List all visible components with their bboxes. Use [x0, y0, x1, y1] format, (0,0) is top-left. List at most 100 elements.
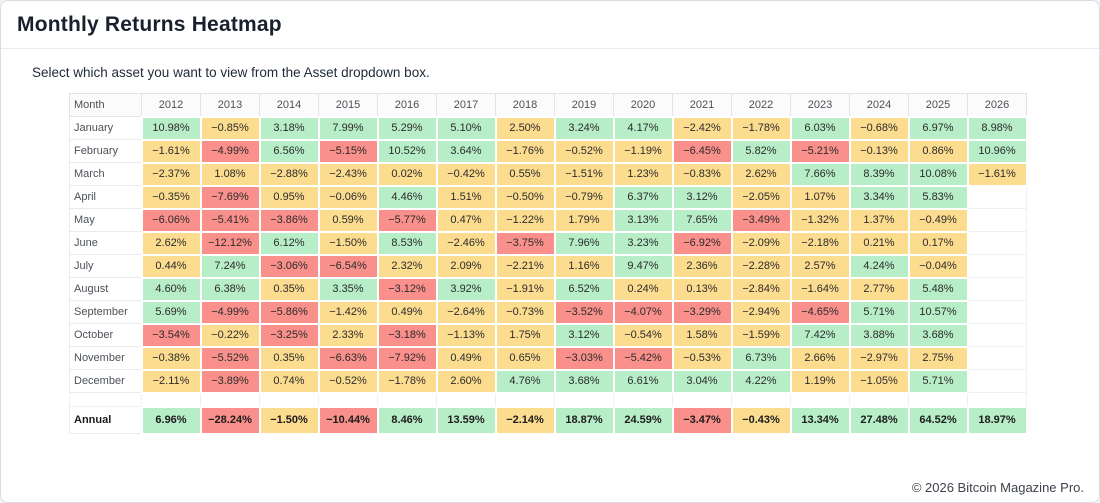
heatmap-cell: −1.22% [494, 207, 556, 233]
heatmap-cell: 3.68% [553, 368, 615, 394]
annual-cell: 6.96% [140, 405, 202, 435]
heatmap-cell: 6.38% [199, 276, 261, 302]
heatmap-cell: −6.54% [317, 253, 379, 279]
year-column-header: 2024 [849, 93, 909, 117]
annual-cell: −3.47% [671, 405, 733, 435]
heatmap-cell: −4.99% [199, 138, 261, 164]
heatmap-cell: −1.59% [730, 322, 792, 348]
monthly-returns-table: Month 2012 2013 2014 2015 2016 2017 2018 2019 202… [69, 93, 1028, 435]
heatmap-cell: −1.42% [317, 299, 379, 325]
heatmap-cell: −3.89% [199, 368, 261, 394]
heatmap-cell: 0.65% [494, 345, 556, 371]
heatmap-cell: −0.73% [494, 299, 556, 325]
heatmap-cell: 0.35% [258, 276, 320, 302]
heatmap-cell: 3.12% [671, 184, 733, 210]
heatmap-cell: 1.08% [199, 161, 261, 187]
heatmap-cell: −1.61% [140, 138, 202, 164]
spacer-cell [613, 392, 673, 407]
heatmap-cell: −0.13% [848, 138, 910, 164]
heatmap-cell: −3.75% [494, 230, 556, 256]
month-label: June [69, 231, 142, 255]
heatmap-cell: −2.94% [730, 299, 792, 325]
annual-cell: 8.46% [376, 405, 438, 435]
heatmap-cell: 6.03% [789, 115, 851, 141]
month-label: February [69, 139, 142, 163]
heatmap-cell: 0.59% [317, 207, 379, 233]
heatmap-cell: 4.76% [494, 368, 556, 394]
heatmap-cell: −2.11% [140, 368, 202, 394]
heatmap-cell: −1.78% [730, 115, 792, 141]
heatmap-cell: 7.65% [671, 207, 733, 233]
heatmap-cell: −1.91% [494, 276, 556, 302]
heatmap-cell: 7.99% [317, 115, 379, 141]
heatmap-cell: 8.98% [966, 115, 1028, 141]
heatmap-cell: −2.88% [258, 161, 320, 187]
heatmap-cell: −2.18% [789, 230, 851, 256]
heatmap-cell: 3.35% [317, 276, 379, 302]
year-column-header: 2025 [908, 93, 968, 117]
year-column-header: 2015 [318, 93, 378, 117]
heatmap-cell: −3.06% [258, 253, 320, 279]
heatmap-cell: 0.47% [435, 207, 497, 233]
heatmap-cell: 4.46% [376, 184, 438, 210]
heatmap-cell: 3.34% [848, 184, 910, 210]
spacer-cell [908, 392, 968, 407]
heatmap-cell: 1.19% [789, 368, 851, 394]
page-title: Monthly Returns Heatmap [17, 13, 282, 36]
heatmap-cell [967, 231, 1027, 255]
spacer-cell [672, 392, 732, 407]
heatmap-cell: −0.50% [494, 184, 556, 210]
heatmap-cell: −4.65% [789, 299, 851, 325]
heatmap-cell: 9.47% [612, 253, 674, 279]
heatmap-cell: 6.12% [258, 230, 320, 256]
spacer-cell [141, 392, 201, 407]
spacer-row [69, 392, 1027, 407]
heatmap-cell: 6.56% [258, 138, 320, 164]
heatmap-cell: 3.12% [553, 322, 615, 348]
heatmap-cell: −5.86% [258, 299, 320, 325]
month-row: June 2.62% −12.12% 6.12% −1.50% 8.53% −2.46% −3… [69, 230, 1027, 256]
heatmap-cell: 0.13% [671, 276, 733, 302]
heatmap-cell: −1.78% [376, 368, 438, 394]
month-label: September [69, 300, 142, 324]
heatmap-cell [967, 346, 1027, 370]
heatmap-cell: 6.52% [553, 276, 615, 302]
heatmap-cell: 2.75% [907, 345, 969, 371]
heatmap-cell: −5.77% [376, 207, 438, 233]
table-body: January 10.98% −0.85% 3.18% 7.99% 5.29% 5.10% 2… [69, 115, 1028, 435]
annual-cell: −2.14% [494, 405, 556, 435]
heatmap-cell: 5.83% [907, 184, 969, 210]
heatmap-cell: −7.69% [199, 184, 261, 210]
heatmap-cell: −0.22% [199, 322, 261, 348]
heatmap-cell: −1.32% [789, 207, 851, 233]
heatmap-cell: 7.96% [553, 230, 615, 256]
heatmap-cell: 0.49% [435, 345, 497, 371]
month-row: January 10.98% −0.85% 3.18% 7.99% 5.29% 5.10% 2… [69, 115, 1028, 141]
heatmap-cell: 8.39% [848, 161, 910, 187]
heatmap-cell: −2.46% [435, 230, 497, 256]
annual-cell: 64.52% [907, 405, 969, 435]
heatmap-cell: −1.19% [612, 138, 674, 164]
heatmap-cell: −1.13% [435, 322, 497, 348]
spacer-cell [554, 392, 614, 407]
heatmap-cell: 4.24% [848, 253, 910, 279]
spacer-cell [495, 392, 555, 407]
heatmap-cell: 5.48% [907, 276, 969, 302]
heatmap-cell: 0.95% [258, 184, 320, 210]
heatmap-cell: 0.21% [848, 230, 910, 256]
year-column-header: 2012 [141, 93, 201, 117]
heatmap-cell: −6.45% [671, 138, 733, 164]
heatmap-cell [967, 254, 1027, 278]
heatmap-cell: −5.21% [789, 138, 851, 164]
year-column-header: 2021 [672, 93, 732, 117]
heatmap-cell: −2.43% [317, 161, 379, 187]
heatmap-cell: 1.16% [553, 253, 615, 279]
heatmap-cell: 6.37% [612, 184, 674, 210]
annual-cell: 13.34% [789, 405, 851, 435]
heatmap-cell: 2.77% [848, 276, 910, 302]
heatmap-cell: −5.15% [317, 138, 379, 164]
heatmap-cell: 7.42% [789, 322, 851, 348]
annual-cell: −28.24% [199, 405, 261, 435]
heatmap-cell: −3.54% [140, 322, 202, 348]
spacer-cell [377, 392, 437, 407]
